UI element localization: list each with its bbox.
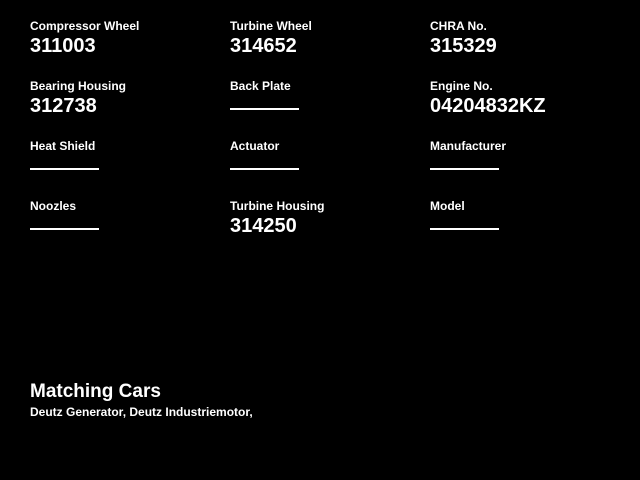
field-chra-no: CHRA No. 315329 (430, 19, 630, 79)
field-back-plate: Back Plate (230, 79, 430, 139)
field-label: Turbine Wheel (230, 19, 312, 33)
empty-value-line (430, 168, 499, 170)
parts-grid: Compressor Wheel 311003 Turbine Wheel 31… (30, 19, 630, 259)
field-turbine-housing: Turbine Housing 314250 (230, 199, 430, 259)
field-label: Model (430, 199, 465, 213)
field-model: Model (430, 199, 630, 259)
field-label: Back Plate (230, 79, 291, 93)
field-label: Noozles (30, 199, 77, 213)
field-label: Heat Shield (30, 139, 96, 153)
field-label: Compressor Wheel (30, 19, 140, 33)
field-actuator: Actuator (230, 139, 430, 199)
matching-cars-section: Matching Cars Deutz Generator, Deutz Ind… (30, 382, 253, 420)
field-compressor-wheel: Compressor Wheel 311003 (30, 19, 230, 79)
field-value: 04204832KZ (430, 95, 546, 117)
empty-value-line (230, 108, 299, 110)
field-engine-no: Engine No. 04204832KZ (430, 79, 630, 139)
matching-cars-list: Deutz Generator, Deutz Industriemotor, (30, 405, 253, 419)
field-heat-shield: Heat Shield (30, 139, 230, 199)
empty-value-line (430, 228, 499, 230)
field-label: Engine No. (430, 79, 493, 93)
empty-value-line (30, 168, 99, 170)
field-value: 314652 (230, 35, 297, 57)
field-turbine-wheel: Turbine Wheel 314652 (230, 19, 430, 79)
field-noozles: Noozles (30, 199, 230, 259)
matching-cars-title: Matching Cars (30, 381, 161, 402)
field-label: CHRA No. (430, 19, 487, 33)
field-bearing-housing: Bearing Housing 312738 (30, 79, 230, 139)
field-value: 315329 (430, 35, 497, 57)
field-label: Bearing Housing (30, 79, 127, 93)
field-value: 314250 (230, 215, 297, 237)
field-label: Turbine Housing (230, 199, 325, 213)
empty-value-line (230, 168, 299, 170)
field-label: Manufacturer (430, 139, 507, 153)
empty-value-line (30, 228, 99, 230)
field-label: Actuator (230, 139, 280, 153)
field-value: 312738 (30, 95, 97, 117)
field-manufacturer: Manufacturer (430, 139, 630, 199)
field-value: 311003 (30, 35, 96, 57)
